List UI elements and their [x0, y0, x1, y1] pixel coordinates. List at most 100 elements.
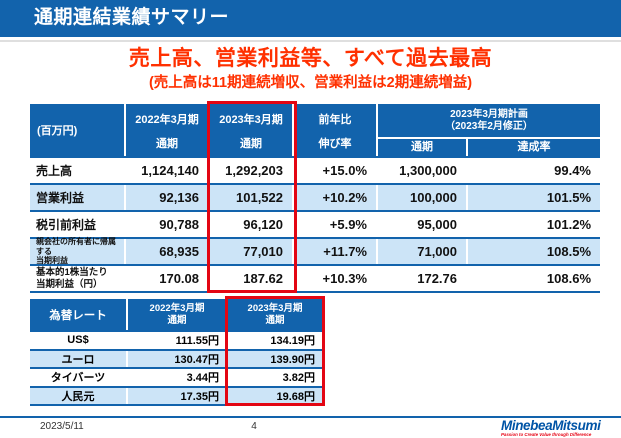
cell-achievement: 101.5%	[546, 190, 591, 205]
results-table: (百万円) 2022年3月期 通期 2023年3月期 通期 前年比 伸び率 20…	[30, 104, 600, 293]
header-fy2022-year: 2022年3月期	[135, 114, 199, 126]
cell-yoy: +5.9%	[294, 212, 378, 237]
row-label: 税引前利益	[30, 212, 126, 237]
cell-achievement: 101.2%	[546, 217, 591, 232]
table-row-basic-eps: 基本的1株当たり 当期利益（円） 170.08 187.62 +10.3% 17…	[30, 264, 600, 291]
cell-fy2022: 1,124,140	[126, 158, 210, 183]
title-bar: 通期連結業績サマリー	[0, 0, 621, 37]
cell-achievement: 108.5%	[546, 244, 591, 259]
table-row-operating-income: 営業利益 92,136 101,522 +10.2% 100,000 101.5…	[30, 183, 600, 210]
fx-header-fy2023-year: 2023年3月期	[247, 303, 303, 314]
fx-header-label: 為替レート	[30, 299, 128, 330]
fx-fy2023-value: 19.68円	[276, 390, 315, 403]
cell-yoy: +15.0%	[294, 158, 378, 183]
table-row-net-income-owners: 親会社の所有者に帰属する 当期利益 68,935 77,010 +11.7% 7…	[30, 237, 600, 266]
cell-fy2022: 68,935	[126, 239, 210, 264]
cell-fy2023: 187.62	[210, 266, 294, 291]
header-plan-group: 2023年3月期計画 （2023年2月修正） 通期 達成率	[378, 104, 600, 156]
header-plan-line2: （2023年2月修正）	[445, 120, 533, 132]
company-logo-name: MinebeaMitsumi	[501, 418, 601, 433]
fx-currency-label: 人民元	[30, 387, 128, 404]
cell-fy2023: 96,120	[210, 212, 294, 237]
cell-plan: 95,000	[378, 212, 468, 237]
cell-fy2023: 101,522	[210, 185, 294, 210]
cell-plan: 172.76	[378, 266, 468, 291]
header-yoy: 前年比 伸び率	[294, 104, 378, 156]
header-fy2023-period: 通期	[240, 138, 262, 150]
header-fy2022-period: 通期	[156, 138, 178, 150]
fx-fy2022-value: 130.47円	[128, 350, 228, 367]
fx-header-fy2022: 2022年3月期 通期	[128, 299, 228, 330]
fx-row-thai-baht: タイバーツ 3.44円 3.82円	[30, 367, 322, 386]
fx-fy2023-value: 139.90円	[270, 353, 315, 366]
page-title: 通期連結業績サマリー	[34, 7, 230, 28]
fx-fy2023-value: 3.82円	[282, 372, 315, 385]
fx-currency-label: タイバーツ	[30, 369, 128, 386]
cell-achievement: 99.4%	[554, 163, 591, 178]
results-table-body: 売上高 1,124,140 1,292,203 +15.0% 1,300,000…	[30, 156, 600, 293]
row-label-text: 売上高	[36, 164, 73, 178]
fx-fy2022-value: 111.55円	[128, 332, 228, 349]
row-label-line1: 基本的1株当たり	[36, 267, 108, 278]
headline-main: 売上高、営業利益等、すべて過去最高	[128, 47, 493, 70]
row-label-text: 税引前利益	[36, 218, 97, 232]
header-unit-label: (百万円)	[30, 104, 126, 156]
fx-fy2022-value: 17.35円	[128, 387, 228, 404]
header-plan-achievement: 達成率	[517, 141, 551, 153]
footer-divider	[0, 416, 621, 418]
cell-fy2022: 92,136	[126, 185, 210, 210]
fx-row-euro: ユーロ 130.47円 139.90円	[30, 348, 322, 367]
cell-yoy: +11.7%	[294, 239, 378, 264]
fx-table-body: US$ 111.55円 134.19円 ユーロ 130.47円 139.90円 …	[30, 330, 322, 406]
row-label-line2: 当期利益（円）	[36, 278, 103, 290]
company-logo: MinebeaMitsumi Passion to Create Value t…	[501, 419, 613, 438]
row-label-text: 営業利益	[36, 191, 85, 205]
title-bar-divider	[0, 40, 621, 42]
cell-fy2022: 170.08	[126, 266, 210, 291]
header-plan-line1: 2023年3月期計画	[450, 108, 528, 120]
headline-block: 売上高、営業利益等、すべて過去最高 (売上高は11期連続増収、営業利益は2期連続…	[0, 45, 621, 93]
header-fy2022: 2022年3月期 通期	[126, 104, 210, 156]
row-label: 親会社の所有者に帰属する 当期利益	[30, 237, 126, 266]
table-row-pretax-income: 税引前利益 90,788 96,120 +5.9% 95,000 101.2%	[30, 210, 600, 237]
row-label: 売上高	[30, 158, 126, 183]
results-table-header: (百万円) 2022年3月期 通期 2023年3月期 通期 前年比 伸び率 20…	[30, 104, 600, 156]
fx-header-fy2022-year: 2022年3月期	[149, 303, 205, 314]
fx-currency-label: US$	[30, 332, 128, 349]
fx-fy2023-value: 134.19円	[270, 335, 315, 348]
cell-yoy: +10.3%	[294, 266, 378, 291]
cell-fy2022: 90,788	[126, 212, 210, 237]
fx-header-fy2022-period: 通期	[167, 314, 187, 326]
fx-table-header: 為替レート 2022年3月期 通期 2023年3月期 通期	[30, 299, 322, 330]
table-row-net-sales: 売上高 1,124,140 1,292,203 +15.0% 1,300,000…	[30, 156, 600, 183]
cell-plan: 71,000	[378, 239, 468, 264]
fx-row-usd: US$ 111.55円 134.19円	[30, 330, 322, 349]
cell-yoy: +10.2%	[294, 185, 378, 210]
header-plan-title: 2023年3月期計画 （2023年2月修正）	[378, 104, 600, 137]
cell-fy2023: 1,292,203	[210, 158, 294, 183]
fx-currency-label: ユーロ	[30, 350, 128, 367]
header-fy2023-year: 2023年3月期	[219, 114, 283, 126]
fx-header-fy2023-period: 通期	[265, 314, 285, 326]
company-logo-tagline: Passion to Create Value through Differen…	[501, 432, 592, 437]
fx-fy2022-value: 3.44円	[128, 369, 228, 386]
fx-row-cny: 人民元 17.35円 19.68円	[30, 385, 322, 404]
header-yoy-line1: 前年比	[318, 114, 352, 126]
page-number: 4	[251, 421, 257, 432]
fx-rate-table: 為替レート 2022年3月期 通期 2023年3月期 通期 US$ 111.55…	[30, 299, 322, 406]
cell-plan: 1,300,000	[378, 158, 468, 183]
fx-header-fy2023: 2023年3月期 通期	[228, 299, 322, 330]
header-plan-period: 通期	[378, 139, 468, 156]
row-label-line2: 当期利益	[36, 256, 68, 266]
header-plan-subrow: 通期 達成率	[378, 137, 600, 156]
headline-sub: (売上高は11期連続増収、営業利益は2期連続増益)	[148, 75, 473, 91]
row-label: 基本的1株当たり 当期利益（円）	[30, 266, 126, 291]
footer-date: 2023/5/11	[40, 421, 84, 432]
row-label: 営業利益	[30, 185, 126, 210]
header-yoy-line2: 伸び率	[318, 138, 352, 150]
cell-fy2023: 77,010	[210, 239, 294, 264]
cell-achievement: 108.6%	[546, 271, 591, 286]
row-label-line1: 親会社の所有者に帰属する	[36, 237, 116, 256]
cell-plan: 100,000	[378, 185, 468, 210]
